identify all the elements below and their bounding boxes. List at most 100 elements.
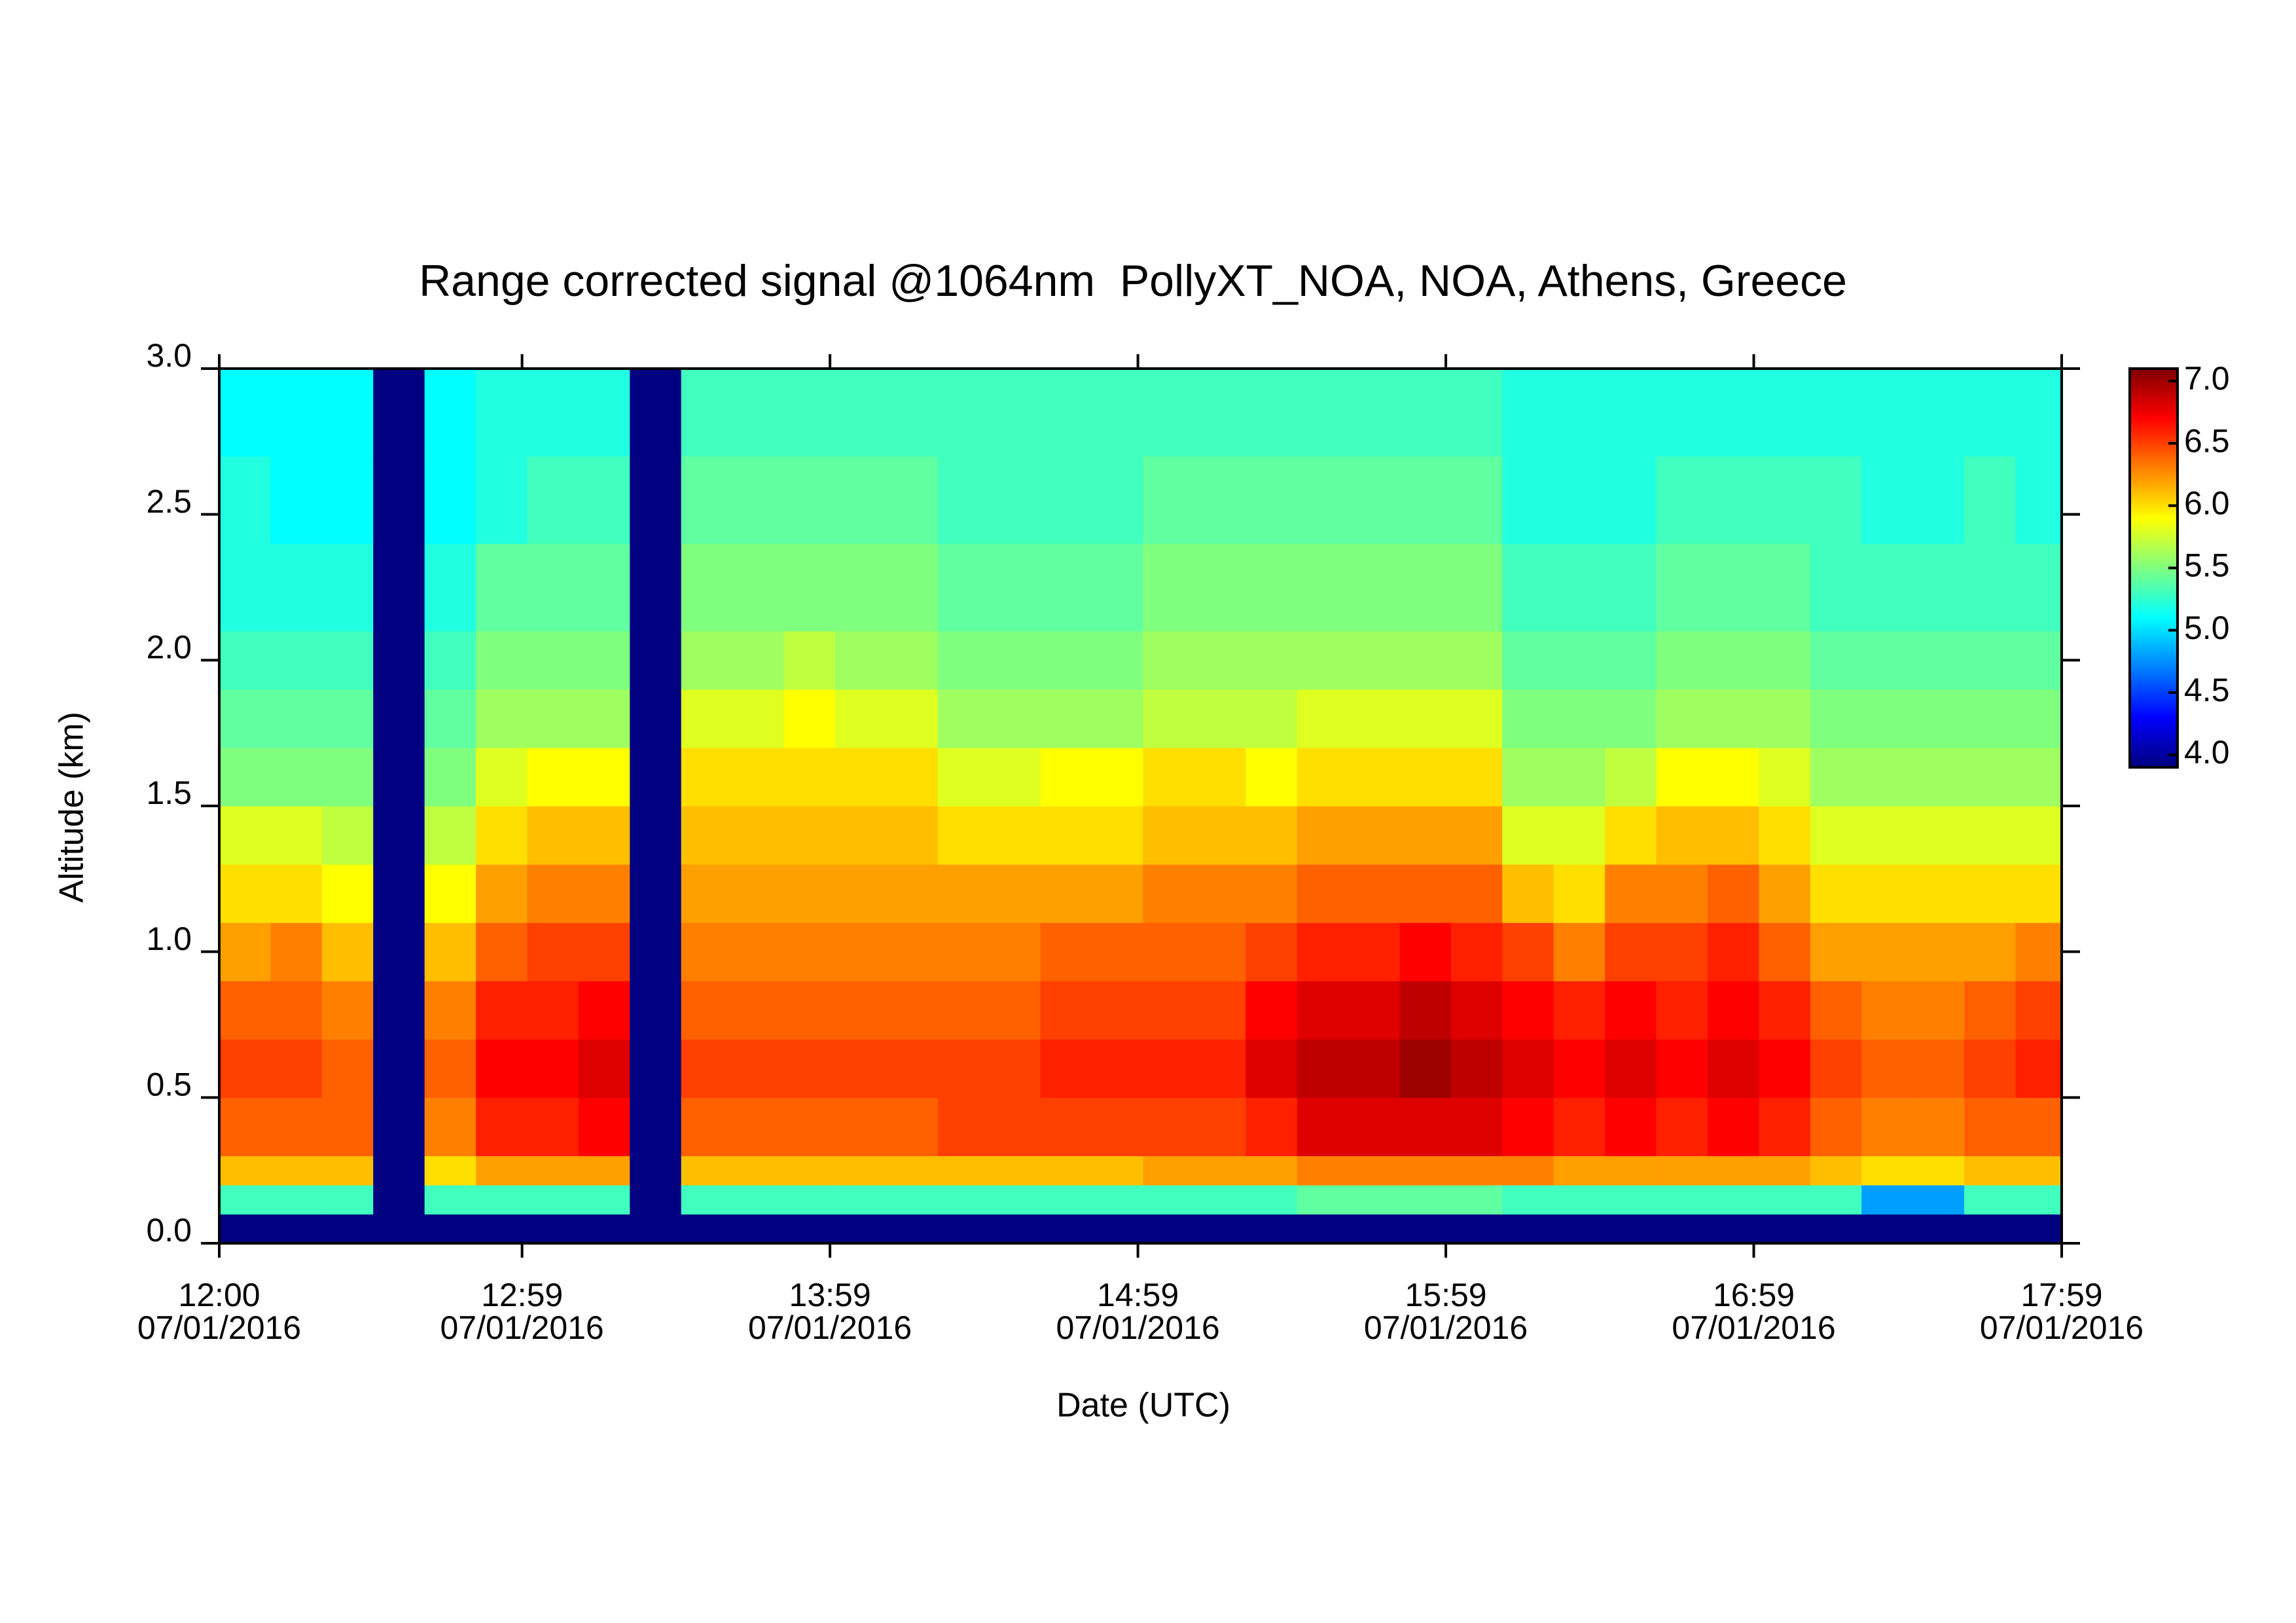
heatmap-cell [1246, 1184, 1298, 1215]
heatmap-cell [1759, 981, 1811, 1040]
heatmap-cell [219, 1184, 272, 1215]
heatmap-cell [1759, 864, 1811, 923]
heatmap-cell [1656, 747, 1708, 807]
heatmap-cell [1912, 1097, 1965, 1156]
heatmap-cell [886, 922, 939, 981]
heatmap-cell [1040, 806, 1092, 865]
heatmap-cell [1707, 1156, 1759, 1186]
heatmap-cell [1964, 1184, 2017, 1215]
heatmap-cell [834, 922, 887, 981]
heatmap-cell [476, 1097, 528, 1156]
heatmap-cell [1143, 543, 1195, 632]
heatmap-cell [1194, 1156, 1246, 1186]
heatmap-cell [630, 456, 682, 544]
heatmap-cell [989, 864, 1041, 923]
heatmap-cell [1399, 630, 1452, 690]
heatmap-cell [1092, 981, 1144, 1040]
heatmap-cell [2015, 1097, 2062, 1156]
heatmap-cell [270, 864, 323, 923]
heatmap-cell [1502, 543, 1554, 632]
heatmap-cell [1297, 1039, 1349, 1098]
heatmap-cell [527, 981, 579, 1040]
x-tick-date: 07/01/2016 [748, 1309, 912, 1346]
heatmap-cell [681, 689, 733, 748]
x-tick-date: 07/01/2016 [137, 1309, 301, 1346]
colorbar-tick-label: 7.0 [2184, 360, 2230, 397]
heatmap-cell [681, 369, 733, 457]
heatmap-cell [1040, 1039, 1092, 1098]
heatmap-cell [373, 543, 425, 632]
heatmap-cell [1707, 1039, 1759, 1098]
heatmap-cell [219, 806, 272, 865]
heatmap-cell [1759, 1156, 1811, 1186]
heatmap-cell [321, 806, 374, 865]
colorbar-tick-label: 4.0 [2184, 734, 2230, 771]
heatmap-cell [937, 1097, 990, 1156]
heatmap-cell [630, 1039, 682, 1098]
y-tick-label: 0.0 [146, 1212, 192, 1249]
heatmap-cell [2015, 630, 2062, 690]
heatmap-cell [1553, 864, 1605, 923]
heatmap-cell [1707, 543, 1759, 632]
heatmap-cell [989, 806, 1041, 865]
heatmap-cell [886, 630, 939, 690]
heatmap-cell [373, 1039, 425, 1098]
heatmap-cell [783, 1039, 836, 1098]
heatmap-cell [1194, 1039, 1246, 1098]
heatmap-cell [1912, 1184, 1965, 1215]
heatmap-cell [1246, 689, 1298, 748]
heatmap-cell [937, 864, 990, 923]
heatmap-cell [630, 630, 682, 690]
heatmap-cell [886, 1214, 939, 1244]
heatmap-cell [1810, 1097, 1862, 1156]
heatmap-cell [1912, 1039, 1965, 1098]
colorbar-tick-label: 6.5 [2184, 422, 2230, 459]
heatmap-cell [1040, 1184, 1092, 1215]
heatmap-cell [1707, 981, 1759, 1040]
heatmap-cell [1399, 1214, 1452, 1244]
heatmap-cell [1040, 981, 1092, 1040]
heatmap-cell [1861, 806, 1914, 865]
heatmap-cell [1092, 630, 1144, 690]
heatmap-cell [424, 922, 476, 981]
heatmap-cell [834, 747, 887, 807]
heatmap-cell [834, 1156, 887, 1186]
heatmap-cell [1912, 1214, 1965, 1244]
heatmap-cell [321, 747, 374, 807]
heatmap-cell [1861, 1039, 1914, 1098]
heatmap-cell [1348, 543, 1401, 632]
heatmap-cell [732, 543, 785, 632]
heatmap-cell [1297, 1156, 1349, 1186]
heatmap-cell [886, 806, 939, 865]
heatmap-cell [989, 543, 1041, 632]
heatmap-cell [321, 630, 374, 690]
heatmap-cell [1553, 543, 1605, 632]
heatmap-cell [373, 369, 425, 457]
heatmap-cell [989, 747, 1041, 807]
heatmap-cell [1656, 1184, 1708, 1215]
heatmap-cell [681, 543, 733, 632]
heatmap-cell [270, 1097, 323, 1156]
heatmap-cell [1092, 806, 1144, 865]
heatmap-cell [886, 1156, 939, 1186]
heatmap-cell [2015, 1214, 2062, 1244]
heatmap-cell [732, 1097, 785, 1156]
heatmap-cell [1297, 543, 1349, 632]
heatmap-cell [1450, 981, 1503, 1040]
heatmap-cell [578, 1097, 630, 1156]
heatmap-cell [989, 456, 1041, 544]
heatmap-cell [527, 456, 579, 544]
heatmap-cell [681, 630, 733, 690]
heatmap-cell [937, 747, 990, 807]
heatmap-cell [681, 747, 733, 807]
heatmap-cell [1246, 456, 1298, 544]
heatmap-cell [886, 981, 939, 1040]
heatmap-cell [1399, 922, 1452, 981]
heatmap-cell [834, 1214, 887, 1244]
x-tick-date: 07/01/2016 [440, 1309, 604, 1346]
heatmap-cell [732, 1039, 785, 1098]
heatmap-cell [1707, 630, 1759, 690]
heatmap-cell [937, 543, 990, 632]
heatmap-cell [1092, 369, 1144, 457]
